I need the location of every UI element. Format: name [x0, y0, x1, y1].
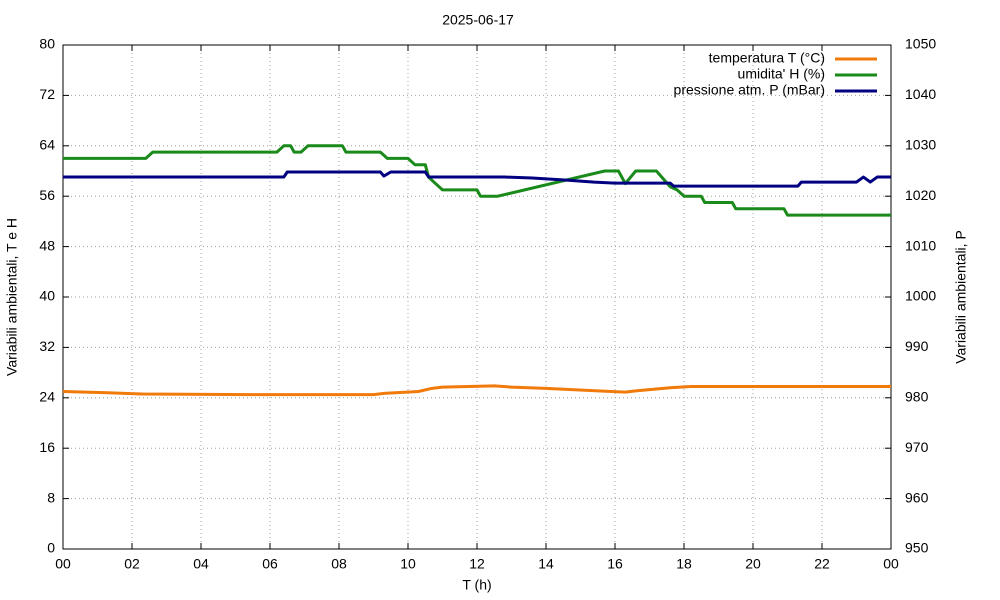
legend-label: pressione atm. P (mBar): [674, 82, 825, 98]
y2-tick-label: 970: [905, 439, 929, 455]
chart-title: 2025-06-17: [442, 12, 514, 28]
x-tick-label: 14: [538, 556, 554, 572]
y2-tick-label: 1050: [905, 36, 936, 52]
y2-tick-label: 1000: [905, 288, 936, 304]
y-tick-label: 16: [39, 439, 55, 455]
x-tick-label: 00: [55, 556, 71, 572]
plot-frame: [62, 44, 892, 550]
y-tick-label: 8: [47, 489, 55, 505]
y-axis-label: Variabili ambientali, T e H: [4, 218, 20, 376]
y2-tick-label: 990: [905, 338, 929, 354]
y2-tick-label: 1010: [905, 237, 936, 253]
y2-tick-label: 950: [905, 540, 929, 556]
y-tick-label: 0: [47, 540, 55, 556]
x-tick-label: 00: [883, 556, 899, 572]
y2-tick-label: 1030: [905, 137, 936, 153]
data-line: [63, 144, 891, 217]
y-tick-label: 64: [39, 137, 55, 153]
x-tick-label: 02: [124, 556, 140, 572]
y2-axis-label: Variabili ambientali, P: [953, 230, 969, 364]
y-tick-label: 48: [39, 237, 55, 253]
x-tick-label: 04: [193, 556, 209, 572]
x-axis-label: T (h): [462, 577, 491, 593]
legend-label: temperatura T (°C): [709, 50, 825, 66]
y2-tick-label: 1020: [905, 187, 936, 203]
x-tick-label: 18: [676, 556, 692, 572]
x-tick-label: 06: [262, 556, 278, 572]
y-tick-label: 32: [39, 338, 55, 354]
x-tick-label: 12: [469, 556, 485, 572]
y2-tick-label: 960: [905, 489, 929, 505]
x-tick-label: 08: [331, 556, 347, 572]
data-line: [63, 170, 891, 188]
data-line: [62, 384, 891, 397]
y-tick-label: 72: [39, 86, 55, 102]
y2-tick-label: 1040: [905, 86, 936, 102]
x-tick-label: 20: [745, 556, 761, 572]
y2-tick-label: 980: [905, 389, 929, 405]
x-tick-label: 16: [607, 556, 623, 572]
y-tick-label: 40: [39, 288, 55, 304]
x-tick-label: 10: [400, 556, 416, 572]
legend-label: umidita' H (%): [738, 66, 825, 82]
x-tick-label: 22: [814, 556, 830, 572]
y-tick-label: 56: [39, 187, 55, 203]
y-tick-label: 80: [39, 36, 55, 52]
y-tick-label: 24: [39, 389, 55, 405]
